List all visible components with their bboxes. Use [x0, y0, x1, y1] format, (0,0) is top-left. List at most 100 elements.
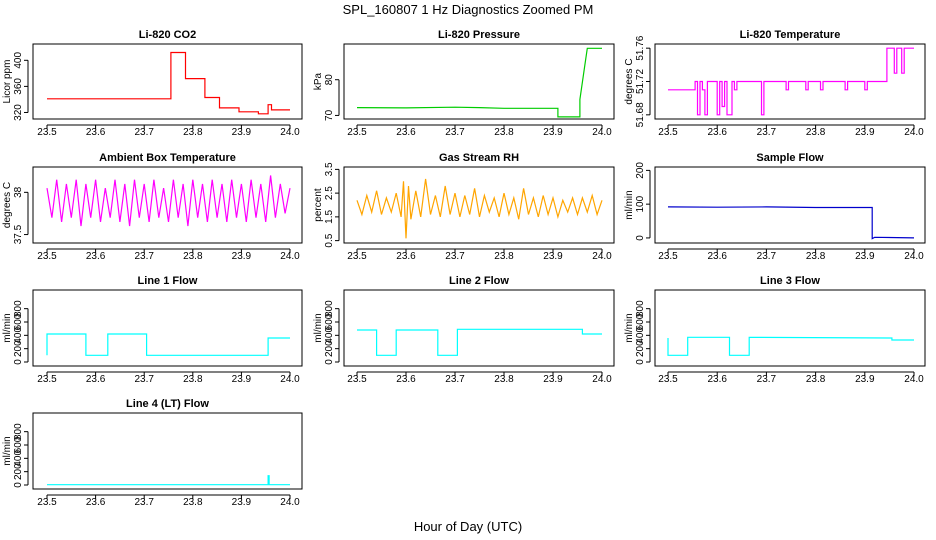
x-tick-label: 24.0: [904, 127, 924, 138]
plot-frame: [32, 166, 303, 244]
y-axis-label: Licor ppm: [2, 60, 13, 104]
series-line-0: [357, 328, 602, 356]
y-tick-label: 38: [13, 186, 24, 198]
y-tick-label: 37.5: [13, 224, 24, 244]
y-axis-label: ml/min: [2, 313, 13, 342]
x-tick-label: 23.9: [232, 374, 252, 385]
panel-title: Sample Flow: [756, 152, 824, 164]
panel-title: Li-820 CO2: [139, 29, 196, 41]
x-tick-label: 23.6: [396, 251, 416, 262]
panel-4: Gas Stream RH 23.5 23.6 23.7 23.8 23.9 24.0 0.5…: [313, 152, 615, 262]
x-tick-label: 23.9: [855, 251, 875, 262]
plot-frame: [343, 43, 615, 120]
x-tick-label: 23.9: [543, 251, 563, 262]
y-tick-label: 1.5: [324, 209, 335, 223]
x-tick-label: 24.0: [280, 497, 300, 508]
x-tick-label: 23.7: [757, 127, 777, 138]
y-tick-label: 0.5: [324, 233, 335, 247]
y-axis-label: ml/min: [624, 313, 635, 342]
x-tick-label: 23.6: [86, 251, 106, 262]
x-tick-label: 23.6: [707, 251, 727, 262]
figure-xlabel: Hour of Day (UTC): [414, 519, 522, 534]
x-tick-label: 24.0: [592, 374, 612, 385]
y-tick-label: 200: [324, 340, 335, 357]
panel-2: Li-820 Temperature 23.5 23.6 23.7 23.8 23.9 24…: [624, 29, 926, 138]
x-tick-label: 23.6: [707, 127, 727, 138]
y-tick-label: 600: [635, 313, 646, 330]
x-tick-label: 23.5: [658, 127, 678, 138]
x-tick-label: 23.7: [757, 251, 777, 262]
y-tick-label: 0: [13, 482, 24, 488]
y-axis-label: percent: [313, 188, 324, 222]
x-tick-label: 23.8: [494, 374, 514, 385]
panel-8: Line 3 Flow 23.5 23.6 23.7 23.8 23.9 24.0 0 2004…: [624, 275, 926, 385]
x-tick-label: 23.8: [183, 497, 203, 508]
y-tick-label: 800: [13, 300, 24, 317]
y-tick-label: 200: [13, 463, 24, 480]
x-tick-label: 23.6: [86, 497, 106, 508]
y-tick-label: 0: [324, 359, 335, 365]
x-tick-label: 23.5: [658, 251, 678, 262]
y-tick-label: 800: [324, 300, 335, 317]
y-tick-label: 51.72: [635, 69, 646, 94]
y-axis-label: kPa: [313, 72, 324, 90]
x-tick-label: 23.7: [757, 374, 777, 385]
panel-7: Line 2 Flow 23.5 23.6 23.7 23.8 23.9 24.0 0 2004…: [313, 275, 615, 385]
x-tick-label: 23.5: [37, 251, 57, 262]
y-tick-label: 600: [324, 313, 335, 330]
y-axis-label: degrees C: [624, 58, 635, 104]
x-tick-label: 23.5: [347, 374, 367, 385]
series-line-0: [667, 206, 915, 240]
x-tick-label: 23.8: [806, 251, 826, 262]
y-tick-label: 800: [635, 300, 646, 317]
x-tick-label: 23.7: [134, 127, 154, 138]
x-tick-label: 23.5: [37, 374, 57, 385]
plot-frame: [32, 43, 303, 120]
y-tick-label: 100: [635, 195, 646, 212]
x-tick-label: 23.6: [396, 127, 416, 138]
x-tick-label: 24.0: [592, 251, 612, 262]
y-tick-label: 80: [324, 74, 335, 86]
x-tick-label: 23.9: [232, 497, 252, 508]
y-tick-label: 51.68: [635, 102, 646, 127]
panel-title: Line 4 (LT) Flow: [126, 398, 209, 410]
x-tick-label: 23.6: [396, 374, 416, 385]
x-tick-label: 23.5: [347, 127, 367, 138]
y-tick-label: 2.5: [324, 186, 335, 200]
panel-title: Line 1 Flow: [138, 275, 198, 287]
y-tick-label: 0: [13, 359, 24, 365]
x-tick-label: 23.6: [86, 374, 106, 385]
series-line-0: [356, 178, 603, 239]
panels: Li-820 CO2 23.5 23.6 23.7 23.8 23.9 24.0 320 360…: [2, 29, 926, 508]
x-tick-label: 23.6: [707, 374, 727, 385]
y-axis-label: ml/min: [2, 436, 13, 465]
x-tick-label: 23.9: [855, 127, 875, 138]
x-tick-label: 23.8: [183, 374, 203, 385]
series-line-0: [47, 51, 290, 115]
x-tick-label: 23.5: [347, 251, 367, 262]
x-tick-label: 23.7: [134, 497, 154, 508]
x-tick-label: 23.5: [658, 374, 678, 385]
plot-frame: [32, 289, 303, 367]
panel-5: Sample Flow 23.5 23.6 23.7 23.8 23.9 24.0 0 100 2…: [624, 152, 926, 262]
x-tick-label: 23.8: [806, 374, 826, 385]
series-line-0: [46, 175, 291, 227]
plot-frame: [654, 166, 926, 244]
x-tick-label: 23.8: [183, 127, 203, 138]
y-tick-label: 360: [13, 78, 24, 95]
y-tick-label: 3.5: [324, 162, 335, 176]
panel-6: Line 1 Flow 23.5 23.6 23.7 23.8 23.9 24.0 0 2004…: [2, 275, 303, 385]
y-tick-label: 400: [13, 52, 24, 69]
y-tick-label: 600: [13, 436, 24, 453]
x-tick-label: 23.9: [232, 251, 252, 262]
x-tick-label: 24.0: [904, 251, 924, 262]
y-tick-label: 200: [13, 340, 24, 357]
panel-1: Li-820 Pressure 23.5 23.6 23.7 23.8 23.9 24.0 7…: [313, 29, 615, 138]
x-tick-label: 23.9: [543, 374, 563, 385]
series-line-0: [668, 47, 914, 116]
y-axis-label: ml/min: [624, 190, 635, 219]
x-tick-label: 24.0: [280, 251, 300, 262]
y-tick-label: 400: [635, 327, 646, 344]
y-tick-label: 200: [635, 162, 646, 179]
y-axis-label: ml/min: [313, 313, 324, 342]
